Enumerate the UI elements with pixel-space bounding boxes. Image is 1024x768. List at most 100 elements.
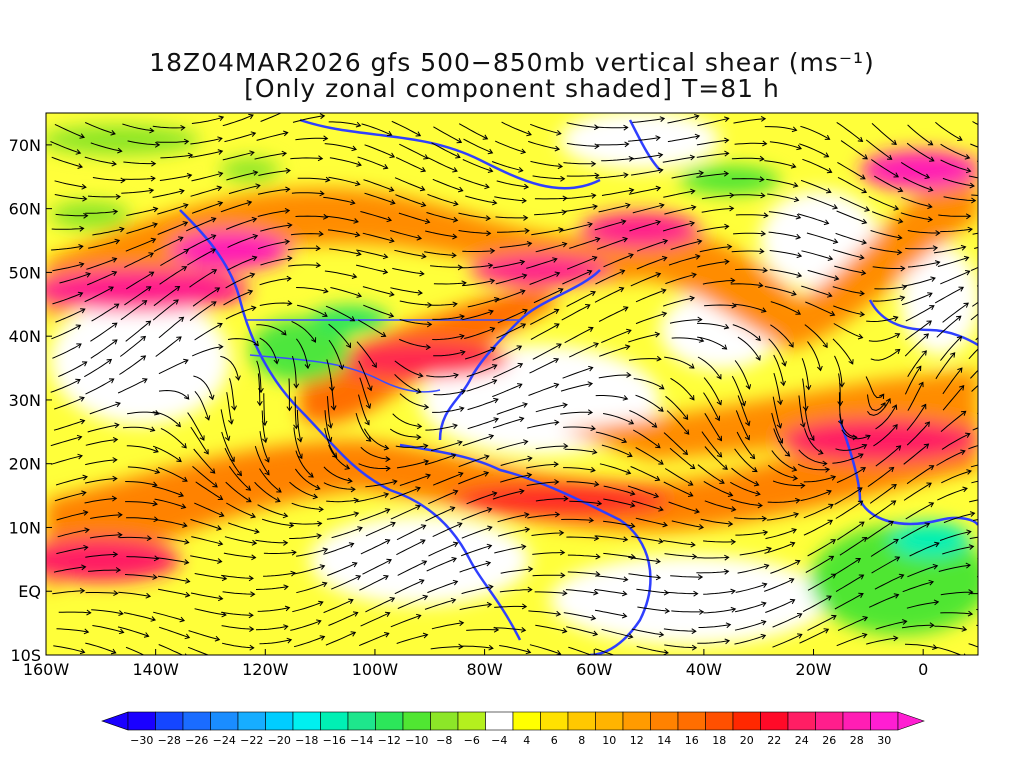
streamline [157,204,188,215]
streamline-arrowhead [793,196,800,203]
streamline [904,333,929,357]
streamline-arrowhead [822,460,828,467]
streamline [291,192,324,195]
streamline [764,126,797,131]
streamline-arrowhead [251,539,258,546]
streamline [187,248,216,266]
streamline [566,122,599,128]
streamline-arrowhead [924,421,931,427]
streamline-arrowhead [316,533,322,539]
streamline-arrowhead [457,186,464,193]
streamline [465,195,497,204]
streamline [360,446,390,460]
streamline [497,309,528,324]
streamline-arrowhead [524,228,530,234]
streamline-arrowhead [724,554,730,561]
streamline-arrowhead [490,346,496,353]
streamline [221,611,253,616]
streamline [696,225,729,232]
streamline [193,375,214,400]
streamline [85,378,114,395]
streamline-arrowhead [459,314,465,320]
streamline [906,601,939,609]
streamline-arrowhead [285,167,291,174]
streamline-arrowhead [891,139,897,145]
streamline-arrowhead [382,164,389,170]
streamline-arrowhead [284,207,291,214]
streamline-arrowhead [795,497,801,504]
colorbar-swatch [265,711,294,731]
streamline [296,287,328,293]
streamline-arrowhead [654,331,661,338]
streamline [938,564,971,572]
streamline-arrowhead [522,402,528,408]
streamline-arrowhead [892,315,899,322]
streamline-arrowhead [789,541,796,547]
streamline [462,310,494,321]
streamline [86,258,117,270]
streamline-arrowhead [416,234,423,241]
streamline [870,349,900,361]
streamline [158,644,184,655]
streamline-arrowhead [523,439,529,445]
streamline [633,429,661,449]
streamline-arrowhead [180,503,187,509]
streamline [866,637,898,645]
streamline [802,158,832,173]
streamline [602,413,634,425]
streamline-arrowhead [658,167,664,174]
streamline-arrowhead [523,183,530,190]
streamline-arrowhead [729,205,735,212]
streamline [596,238,628,250]
streamline-arrowhead [86,609,92,616]
streamline-arrowhead [902,619,908,625]
streamline [461,526,492,539]
streamline [834,593,864,610]
streamline [396,460,429,469]
streamline-arrowhead [929,622,935,629]
streamline [464,347,496,360]
streamline [331,527,363,539]
streamline [872,296,905,302]
streamline [806,232,838,243]
streamline-arrowhead [965,213,972,220]
streamline-arrowhead [273,359,280,365]
streamline [773,428,790,457]
streamline-arrowhead [178,236,184,242]
streamline-arrowhead [623,576,629,583]
streamline [807,573,836,591]
streamline [190,137,223,145]
streamline [836,633,867,647]
streamline [905,247,938,250]
streamline [764,160,796,168]
streamline-arrowhead [662,238,669,245]
streamline [357,319,386,337]
streamline [89,534,122,539]
streamline [152,190,185,198]
streamline-arrowhead [621,612,628,619]
streamline [595,174,628,179]
streamline [971,384,978,392]
streamline-arrowhead [211,269,218,275]
streamline [635,447,664,465]
streamline [633,378,665,390]
northern-jet [46,150,978,350]
streamline [259,277,291,286]
streamline-arrowhead [153,555,160,562]
streamline [800,490,832,502]
streamline-arrowhead [716,399,722,406]
streamline-arrowhead [714,415,721,422]
streamline-arrowhead [690,541,696,548]
weak-shear-region [550,555,830,645]
streamline-arrowhead [353,218,359,224]
streamline-arrowhead [388,186,395,192]
streamline [664,206,696,215]
streamline [126,517,158,521]
streamline-arrowhead [81,564,87,571]
streamline-arrowhead [1005,574,1009,579]
streamline [288,264,321,267]
streamline-arrowhead [727,491,734,497]
streamline-arrowhead [655,558,661,565]
streamline-arrowhead [117,147,123,154]
streamline-arrowhead [420,166,427,173]
